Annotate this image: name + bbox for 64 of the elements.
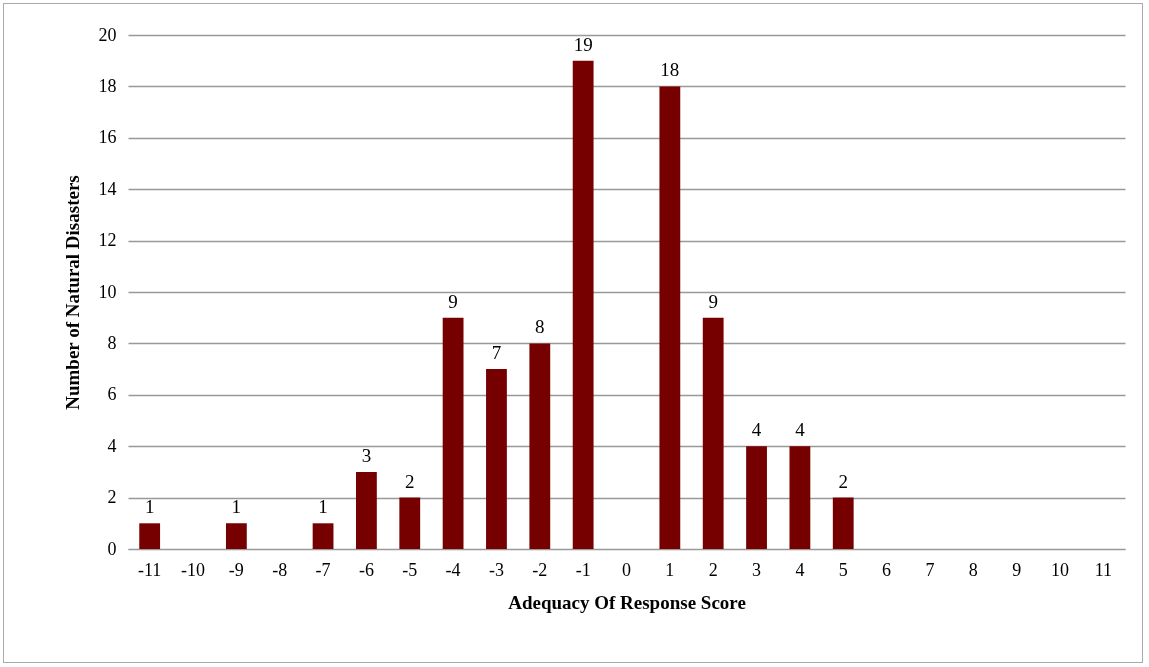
y-tick-label: 0 bbox=[107, 538, 117, 559]
y-tick-label: 16 bbox=[98, 127, 117, 148]
x-tick-label: 0 bbox=[622, 559, 631, 580]
x-tick-label: -6 bbox=[358, 559, 374, 580]
y-tick-label: 14 bbox=[98, 178, 117, 199]
bar bbox=[312, 523, 334, 549]
x-tick-label: -3 bbox=[488, 559, 504, 580]
x-tick-label: 5 bbox=[838, 559, 848, 580]
x-tick-label: 6 bbox=[882, 559, 892, 580]
data-label: 4 bbox=[795, 419, 806, 441]
bar bbox=[529, 343, 551, 549]
x-tick-label: -1 bbox=[575, 559, 591, 580]
x-tick-label: -10 bbox=[181, 559, 206, 580]
data-label: 9 bbox=[448, 290, 458, 312]
bar bbox=[702, 317, 724, 549]
data-label: 1 bbox=[144, 496, 155, 518]
bar bbox=[659, 86, 681, 549]
data-label: 3 bbox=[361, 444, 372, 466]
y-axis-title: Number of Natural Disasters bbox=[61, 175, 83, 410]
bar bbox=[225, 523, 247, 549]
bar bbox=[356, 471, 377, 549]
data-label: 4 bbox=[751, 419, 762, 441]
data-label: 18 bbox=[660, 59, 680, 81]
data-label: 8 bbox=[535, 316, 545, 338]
x-tick-label: -9 bbox=[228, 559, 244, 580]
data-label: 1 bbox=[318, 496, 328, 518]
x-tick-label: 1 bbox=[665, 559, 675, 580]
x-tick-label: 7 bbox=[925, 559, 935, 580]
y-tick-label: 20 bbox=[98, 24, 117, 45]
x-tick-label: 3 bbox=[752, 559, 762, 580]
bar bbox=[832, 497, 854, 549]
data-label: 19 bbox=[573, 33, 593, 55]
x-tick-label: 9 bbox=[1012, 559, 1022, 580]
x-tick-label: -11 bbox=[138, 559, 162, 580]
bar bbox=[572, 60, 594, 549]
bar bbox=[442, 317, 464, 549]
y-tick-label: 18 bbox=[98, 75, 117, 96]
data-label: 2 bbox=[405, 470, 415, 492]
data-label: 7 bbox=[491, 342, 502, 364]
x-tick-label: -7 bbox=[315, 559, 331, 580]
data-label: 1 bbox=[231, 496, 242, 518]
y-tick-label: 4 bbox=[107, 435, 117, 456]
data-label: 9 bbox=[708, 290, 718, 312]
x-tick-label: -2 bbox=[532, 559, 548, 580]
y-tick-label: 10 bbox=[98, 281, 117, 302]
x-tick-label: 4 bbox=[795, 559, 805, 580]
x-axis-title: Adequacy Of Response Score bbox=[508, 591, 746, 613]
bar bbox=[139, 523, 161, 549]
y-tick-label: 2 bbox=[107, 487, 117, 508]
x-tick-label: -5 bbox=[402, 559, 418, 580]
x-tick-label: -4 bbox=[445, 559, 461, 580]
x-tick-label: 2 bbox=[708, 559, 718, 580]
data-label: 2 bbox=[838, 470, 848, 492]
bar bbox=[789, 446, 811, 549]
bar bbox=[399, 497, 421, 549]
y-tick-label: 8 bbox=[107, 332, 117, 353]
y-tick-label: 6 bbox=[107, 384, 117, 405]
bar bbox=[486, 369, 507, 549]
bar bbox=[746, 446, 767, 549]
x-tick-label: -8 bbox=[272, 559, 288, 580]
x-tick-label: 8 bbox=[968, 559, 978, 580]
y-tick-label: 12 bbox=[98, 230, 117, 251]
x-tick-label: 10 bbox=[1050, 559, 1069, 580]
x-tick-label: 11 bbox=[1094, 559, 1112, 580]
